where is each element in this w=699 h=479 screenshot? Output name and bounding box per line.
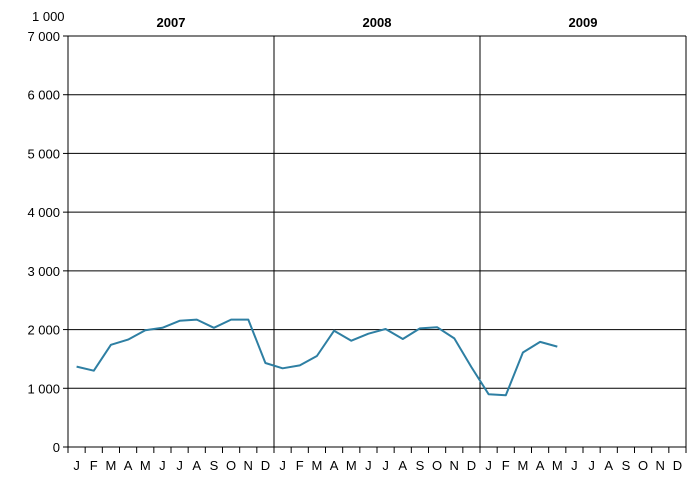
x-month-label: J <box>382 458 389 473</box>
x-month-label: O <box>432 458 442 473</box>
year-label: 2009 <box>569 15 598 30</box>
x-month-label: D <box>673 458 682 473</box>
axis-ticks <box>63 35 687 453</box>
series-group <box>76 318 558 397</box>
y-tick-label: 1 000 <box>27 381 60 396</box>
y-tick-labels: 0 1 000 2 000 3 000 4 000 5 000 6 000 7 000 <box>27 29 60 455</box>
x-month-label: F <box>502 458 510 473</box>
x-month-label: M <box>311 458 322 473</box>
x-month-label: J <box>279 458 286 473</box>
x-month-label: S <box>416 458 425 473</box>
y-tick-label: 2 000 <box>27 323 60 338</box>
x-month-label: N <box>244 458 253 473</box>
x-month-label: M <box>552 458 563 473</box>
y-tick-label: 0 <box>53 440 60 455</box>
x-month-label: A <box>536 458 545 473</box>
x-month-label: D <box>261 458 270 473</box>
x-month-label: A <box>398 458 407 473</box>
y-tick-label: 6 000 <box>27 88 60 103</box>
unit-label: 1 000 <box>32 9 65 24</box>
x-month-label: N <box>450 458 459 473</box>
x-month-label: M <box>346 458 357 473</box>
x-month-label: J <box>365 458 372 473</box>
x-month-label: N <box>656 458 665 473</box>
x-month-label: A <box>192 458 201 473</box>
x-month-label: J <box>176 458 183 473</box>
x-month-label: S <box>210 458 219 473</box>
gridlines <box>67 35 687 453</box>
x-month-label: O <box>226 458 236 473</box>
x-month-label: A <box>330 458 339 473</box>
year-label: 2007 <box>157 15 186 30</box>
x-month-label: M <box>517 458 528 473</box>
y-tick-label: 7 000 <box>27 29 60 44</box>
x-month-label: A <box>124 458 133 473</box>
series-line <box>76 318 558 397</box>
x-month-label: J <box>571 458 578 473</box>
x-month-label: O <box>638 458 648 473</box>
x-month-label: D <box>467 458 476 473</box>
x-month-label: J <box>588 458 595 473</box>
year-labels: 2007 2008 2009 <box>157 15 598 30</box>
y-tick-label: 3 000 <box>27 264 60 279</box>
year-label: 2008 <box>363 15 392 30</box>
x-month-label: S <box>622 458 631 473</box>
x-month-label: J <box>485 458 492 473</box>
x-month-label: A <box>604 458 613 473</box>
x-month-label: M <box>105 458 116 473</box>
x-month-label: F <box>296 458 304 473</box>
x-month-label: J <box>73 458 80 473</box>
y-tick-label: 5 000 <box>27 146 60 161</box>
x-month-label: J <box>159 458 166 473</box>
x-month-label: M <box>140 458 151 473</box>
y-tick-label: 4 000 <box>27 205 60 220</box>
x-month-label: F <box>90 458 98 473</box>
